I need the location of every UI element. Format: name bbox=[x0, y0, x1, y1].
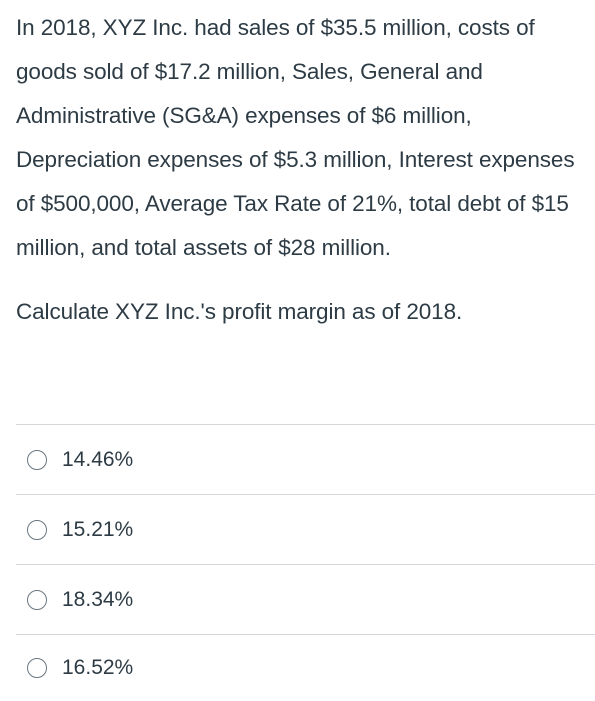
answer-label: 18.34% bbox=[62, 587, 134, 611]
radio-button[interactable] bbox=[27, 658, 47, 678]
question-text: In 2018, XYZ Inc. had sales of $35.5 mil… bbox=[16, 15, 575, 260]
answer-option-2[interactable]: 15.21% bbox=[16, 494, 595, 564]
answer-option-1[interactable]: 14.46% bbox=[16, 424, 595, 494]
question-block: In 2018, XYZ Inc. had sales of $35.5 mil… bbox=[16, 6, 591, 334]
answer-label: 15.21% bbox=[62, 517, 134, 541]
question-prompt: Calculate XYZ Inc.'s profit margin as of… bbox=[16, 299, 463, 324]
answer-label: 14.46% bbox=[62, 447, 134, 471]
radio-button[interactable] bbox=[27, 449, 47, 470]
radio-button[interactable] bbox=[27, 519, 47, 540]
answer-list: 14.46% 15.21% 18.34% 16.52% bbox=[16, 424, 595, 701]
answer-label: 16.52% bbox=[62, 656, 134, 679]
answer-option-3[interactable]: 18.34% bbox=[16, 564, 595, 634]
answer-option-4[interactable]: 16.52% bbox=[16, 634, 595, 701]
radio-button[interactable] bbox=[27, 589, 47, 610]
